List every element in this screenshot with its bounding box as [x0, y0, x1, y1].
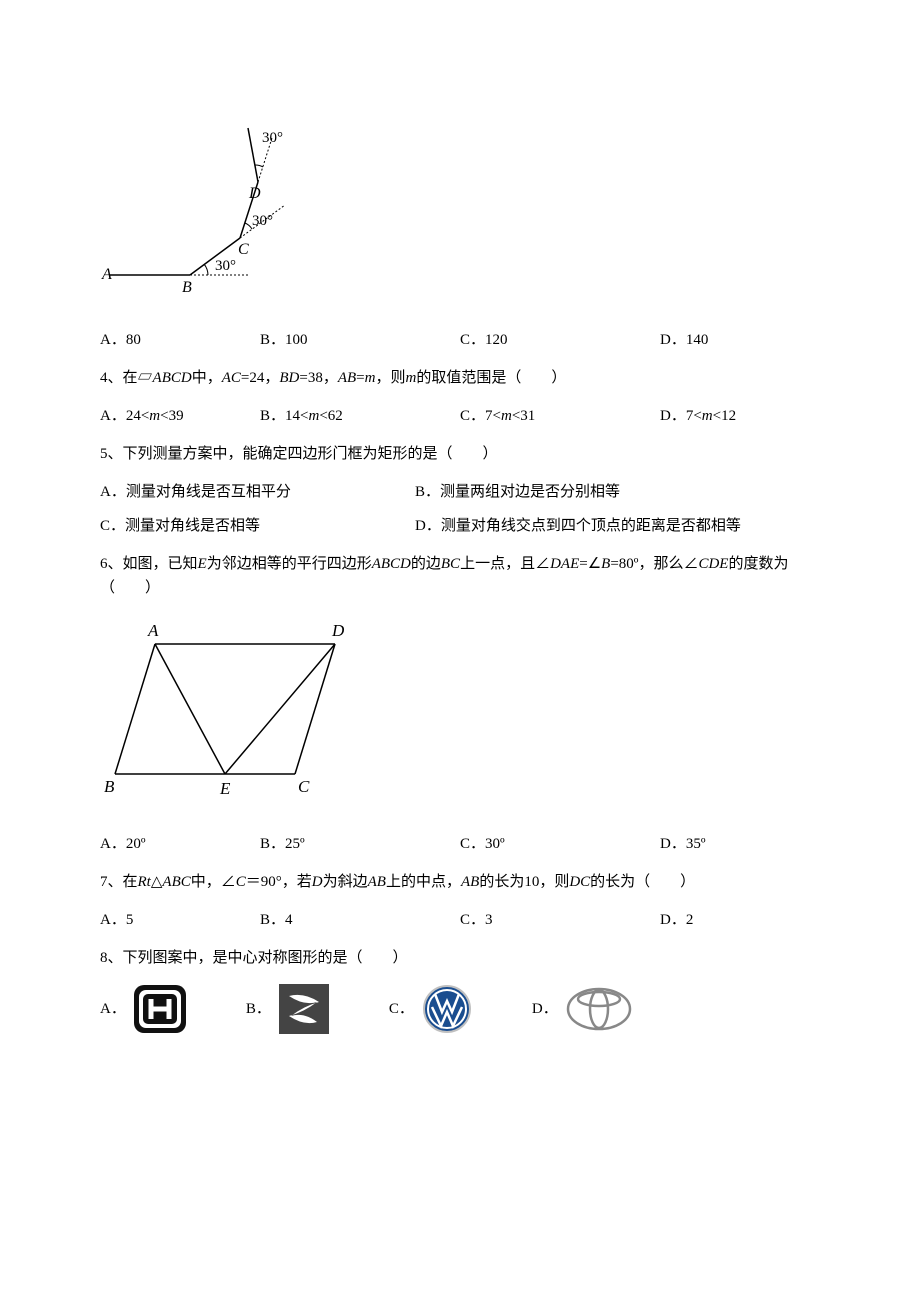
svg-text:A: A	[101, 266, 112, 283]
q8-label-b: B．	[246, 997, 271, 1021]
q6-opt-d[interactable]: D．35º	[660, 832, 705, 856]
q8-text: 8、下列图案中，是中心对称图形的是（ ）	[100, 946, 820, 970]
q5-opt-b[interactable]: B．测量两组对边是否分别相等	[415, 480, 620, 504]
q7-options: A．5 B．4 C．3 D．2	[100, 908, 820, 932]
q6-figure: A D B E C	[100, 614, 820, 812]
q6-opt-c[interactable]: C．30º	[460, 832, 660, 856]
q5-text: 5、下列测量方案中，能确定四边形门框为矩形的是（ ）	[100, 442, 820, 466]
q7-opt-a[interactable]: A．5	[100, 908, 260, 932]
q8-label-c: C．	[389, 997, 414, 1021]
q5-opt-a[interactable]: A．测量对角线是否互相平分	[100, 480, 415, 504]
q5-opt-c[interactable]: C．测量对角线是否相等	[100, 514, 415, 538]
q3-opt-a[interactable]: A．80	[100, 328, 260, 352]
svg-text:C: C	[298, 777, 310, 796]
q3-opt-c[interactable]: C．120	[460, 328, 660, 352]
q6-opt-a[interactable]: A．20º	[100, 832, 260, 856]
svg-text:E: E	[219, 779, 231, 798]
q4-text: 4、在▱ABCD中，AC=24，BD=38，AB=m，则m的取值范围是（ ）	[100, 366, 820, 390]
rhombus-diagram: A D B E C	[100, 614, 380, 804]
q3-options: A．80 B．100 C．120 D．140	[100, 328, 820, 352]
svg-text:30°: 30°	[215, 258, 236, 274]
q5-options: A．测量对角线是否互相平分 B．测量两组对边是否分别相等 C．测量对角线是否相等…	[100, 480, 820, 538]
honda-logo-icon	[134, 985, 186, 1033]
toyota-logo-icon	[566, 987, 632, 1031]
q4-options: A．24<m<39 B．14<m<62 C．7<m<31 D．7<m<12	[100, 404, 820, 428]
q6-options: A．20º B．25º C．30º D．35º	[100, 832, 820, 856]
q8-opt-b[interactable]: B．	[246, 984, 329, 1034]
q8-options: A． B． C． D．	[100, 984, 820, 1034]
angle-diagram: A B C D 30° 30° 30°	[100, 110, 310, 300]
q5-opt-d[interactable]: D．测量对角线交点到四个顶点的距离是否都相等	[415, 514, 741, 538]
q3-opt-d[interactable]: D．140	[660, 328, 708, 352]
q4-opt-d[interactable]: D．7<m<12	[660, 404, 736, 428]
svg-text:D: D	[331, 621, 345, 640]
q8-opt-a[interactable]: A．	[100, 985, 186, 1033]
svg-text:C: C	[238, 241, 249, 258]
q8-label-d: D．	[532, 997, 558, 1021]
q4-opt-b[interactable]: B．14<m<62	[260, 404, 460, 428]
q3-figure: A B C D 30° 30° 30°	[100, 110, 820, 308]
q7-opt-b[interactable]: B．4	[260, 908, 460, 932]
q3-opt-b[interactable]: B．100	[260, 328, 460, 352]
svg-text:B: B	[182, 279, 192, 296]
svg-text:30°: 30°	[252, 213, 273, 229]
vw-logo-icon	[422, 984, 472, 1034]
q8-opt-c[interactable]: C．	[389, 984, 472, 1034]
q7-opt-c[interactable]: C．3	[460, 908, 660, 932]
q7-text: 7、在Rt△ABC中，∠C＝90°，若D为斜边AB上的中点，AB的长为10，则D…	[100, 870, 820, 894]
q8-label-a: A．	[100, 997, 126, 1021]
q6-opt-b[interactable]: B．25º	[260, 832, 460, 856]
q8-opt-d[interactable]: D．	[532, 987, 632, 1031]
q4-opt-a[interactable]: A．24<m<39	[100, 404, 260, 428]
svg-text:A: A	[147, 621, 159, 640]
svg-text:B: B	[104, 777, 115, 796]
svg-text:30°: 30°	[262, 130, 283, 146]
svg-text:D: D	[248, 185, 261, 202]
q6-text: 6、如图，已知E为邻边相等的平行四边形ABCD的边BC上一点，且∠DAE=∠B=…	[100, 552, 820, 600]
q7-opt-d[interactable]: D．2	[660, 908, 693, 932]
suzuki-logo-icon	[279, 984, 329, 1034]
q4-opt-c[interactable]: C．7<m<31	[460, 404, 660, 428]
